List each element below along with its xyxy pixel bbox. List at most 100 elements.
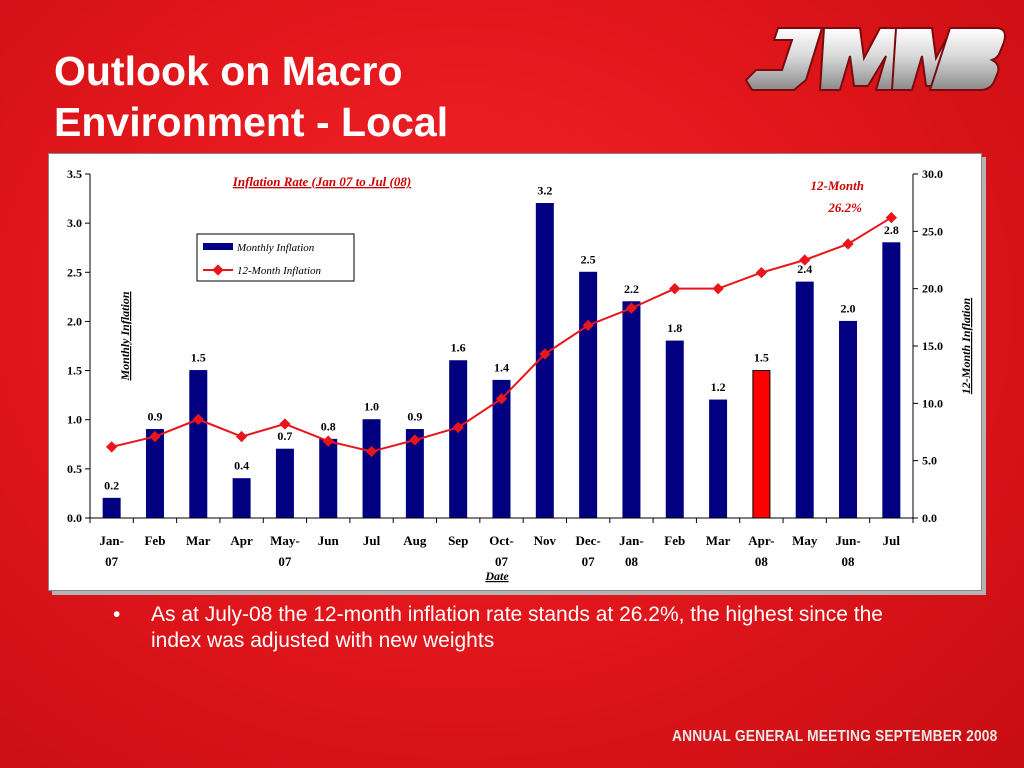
y-axis-title-right: 12-Month Inflation: [959, 297, 973, 394]
y-tick-label-left: 2.5: [67, 265, 82, 279]
x-tick-label-year: 07: [582, 554, 596, 569]
x-tick-label: Oct-: [489, 533, 514, 548]
y-tick-label-right: 20.0: [922, 282, 943, 296]
bar-monthly-inflation: [839, 320, 858, 519]
line-point-12-month: [452, 421, 464, 434]
x-tick-label: Jul: [363, 533, 381, 548]
bar-value-label: 1.5: [754, 351, 769, 365]
bar-value-label: 1.8: [667, 321, 682, 335]
line-point-12-month: [365, 445, 378, 458]
labels-layer: 0.2 0.9 1.5 0.4 0.7 0.8 1.0 0.9 1.6 1.4 3.2 2.5 2.2 1…: [104, 183, 899, 492]
bar-value-label: 1.6: [451, 341, 466, 355]
x-tick-label: Dec-: [575, 533, 600, 548]
line-point-12-month: [842, 238, 854, 250]
y-axis-title-left: Monthly Inflation: [118, 291, 132, 381]
y-tick-label-left: 3.0: [67, 216, 82, 230]
legend-box: [196, 233, 355, 282]
bar-monthly-inflation: [579, 271, 598, 519]
bar-monthly-inflation: [275, 448, 294, 519]
y-tick-label-left: 1.5: [67, 364, 82, 378]
y-tick-label-right: 5.0: [922, 454, 937, 468]
bar-value-label: 0.8: [321, 419, 336, 433]
inflation-chart: 0.0 0.5 1.0 1.5 2.0 2.5 3.0 3.5 0.0 5.0 10.0 15.0 20…: [67, 167, 973, 583]
bar-value-label: 1.0: [364, 400, 379, 414]
bar-monthly-inflation: [145, 429, 164, 519]
y-tick-label-right: 10.0: [922, 396, 943, 410]
y-tick-label-left: 2.0: [67, 314, 82, 328]
bar-value-label: 2.8: [884, 223, 899, 237]
line-point-12-month: [582, 319, 594, 332]
bar-monthly-inflation: [882, 242, 901, 519]
y-tick-label-right: 0.0: [922, 511, 937, 525]
x-tick-label: Feb: [664, 533, 685, 548]
axes-layer: 0.0 0.5 1.0 1.5 2.0 2.5 3.0 3.5 0.0 5.0 10.0 15.0 20…: [67, 167, 943, 569]
bar-monthly-inflation: [319, 438, 338, 519]
bar-value-label: 0.9: [147, 410, 162, 424]
line-point-12-month: [149, 430, 161, 443]
jmmb-logo: [744, 27, 1006, 91]
line-point-12-month: [712, 283, 724, 295]
line-point-12-month: [409, 434, 421, 446]
x-tick-label: Jan-: [619, 533, 644, 548]
bar-value-label: 1.4: [494, 360, 509, 374]
x-tick-label: May-: [270, 533, 300, 548]
slide-title-line2: Environment - Local: [54, 99, 449, 145]
bar-value-label: 1.2: [711, 380, 726, 394]
bar-value-label: 0.9: [407, 410, 422, 424]
y-tick-label-left: 0.5: [67, 462, 82, 476]
x-tick-label: Sep: [448, 533, 468, 548]
line-point-12-month: [755, 266, 768, 279]
bar-monthly-inflation: [102, 497, 121, 519]
x-tick-label: Mar: [706, 533, 731, 548]
bar-value-label: 0.4: [234, 459, 249, 473]
x-tick-label: Jun: [318, 533, 340, 548]
line-point-12-month: [885, 211, 897, 224]
bullet-marker: •: [113, 603, 121, 626]
bar-value-label: 2.4: [797, 262, 812, 276]
slide-title: Outlook on Macro Environment - Local: [54, 46, 448, 148]
chart-title: Inflation Rate (Jan 07 to Jul (08): [232, 174, 411, 189]
x-tick-label: Apr: [230, 533, 253, 548]
x-tick-label: Nov: [534, 533, 557, 548]
line-point-12-month: [322, 435, 334, 447]
bar-monthly-inflation: [665, 340, 684, 519]
bar-monthly-inflation: [795, 281, 814, 519]
x-tick-label: Jan-: [99, 533, 124, 548]
x-tick-label: Jul: [883, 533, 901, 548]
y-tick-label-left: 3.5: [67, 167, 82, 181]
line-point-12-month: [495, 393, 508, 405]
inflation-chart-panel: 0.0 0.5 1.0 1.5 2.0 2.5 3.0 3.5 0.0 5.0 10.0 15.0 20…: [48, 153, 982, 591]
bar-value-label: 2.2: [624, 282, 639, 296]
line-point-12-month: [235, 430, 248, 443]
bar-value-label: 2.0: [841, 301, 856, 315]
x-tick-label-year: 07: [495, 554, 509, 569]
x-tick-label-year: 07: [105, 554, 119, 569]
legend-label-monthly: Monthly Inflation: [236, 242, 315, 254]
line-point-12-month: [192, 413, 204, 426]
annotation-line2: 26.2%: [827, 200, 862, 215]
bar-monthly-inflation: [752, 370, 771, 519]
bar-value-label: 0.2: [104, 478, 119, 492]
y-tick-label-right: 15.0: [922, 339, 943, 353]
x-axis-title: Date: [484, 569, 509, 583]
bar-monthly-inflation: [709, 399, 728, 519]
line-point-12-month: [539, 348, 551, 360]
x-tick-label-year: 08: [842, 554, 856, 569]
line-point-12-month: [279, 418, 291, 430]
x-tick-label-year: 07: [278, 554, 292, 569]
chart-legend: Monthly Inflation 12-Month Inflation: [196, 233, 355, 282]
legend-label-12month: 12-Month Inflation: [237, 265, 322, 277]
x-tick-label-year: 08: [755, 554, 769, 569]
y-tick-label-left: 0.0: [67, 511, 82, 525]
bar-monthly-inflation: [622, 301, 641, 519]
x-tick-label-year: 08: [625, 554, 639, 569]
x-tick-label: Feb: [144, 533, 165, 548]
bar-value-label: 0.7: [277, 429, 292, 443]
bar-monthly-inflation: [449, 360, 468, 519]
bar-monthly-inflation: [362, 419, 381, 519]
line-point-12-month: [106, 441, 118, 453]
bullet-text: As at July-08 the 12-month inflation rat…: [151, 603, 883, 652]
legend-swatch-monthly: [203, 243, 233, 250]
slide-title-line1: Outlook on Macro: [54, 48, 403, 94]
footer-text: ANNUAL GENERAL MEETING SEPTEMBER 2008: [672, 728, 998, 745]
